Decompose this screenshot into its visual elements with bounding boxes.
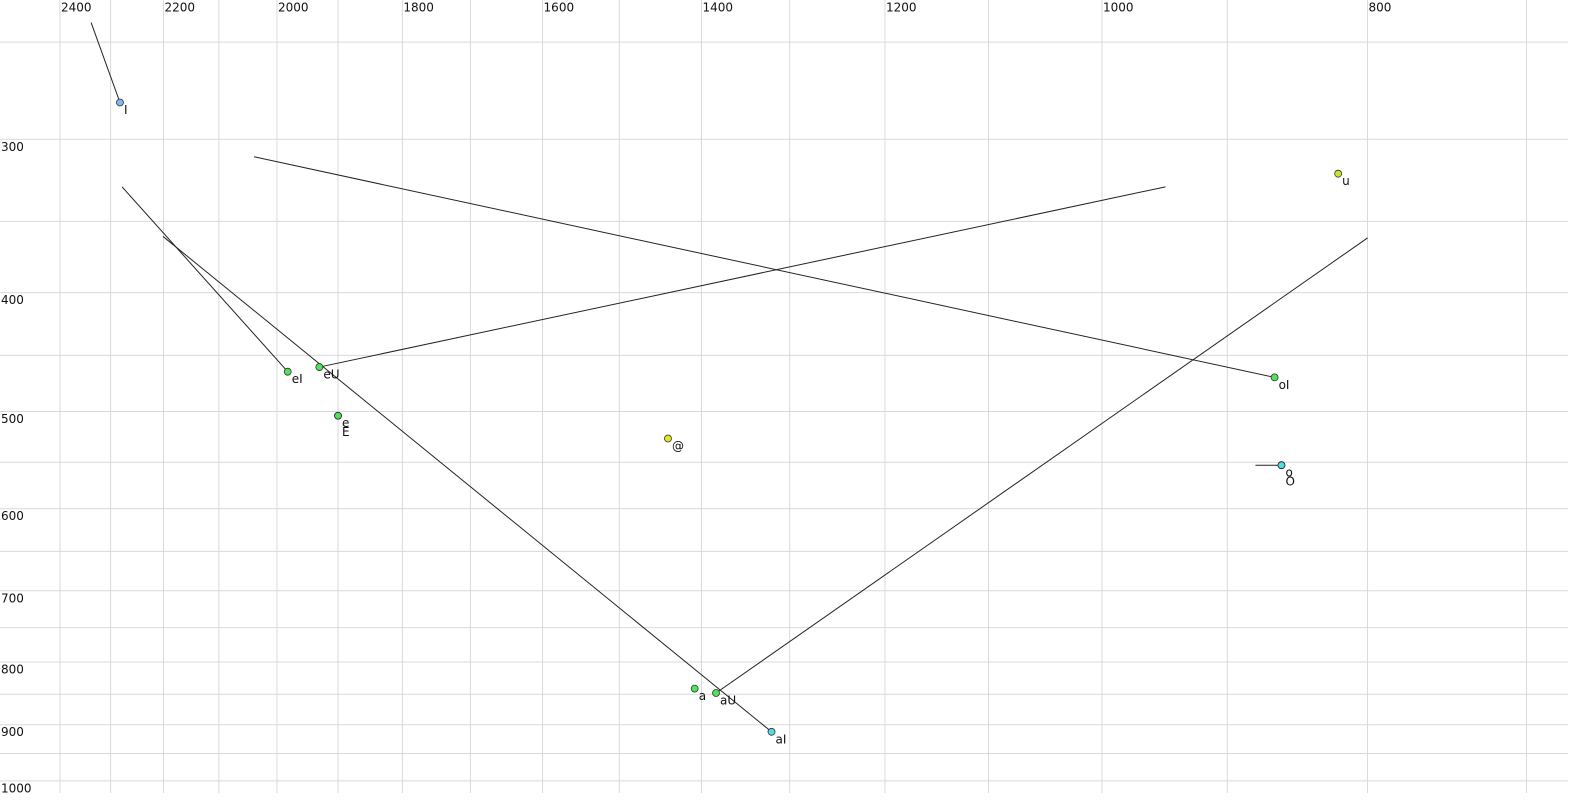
vowel-label: I bbox=[124, 103, 128, 117]
vowel-point bbox=[690, 684, 699, 693]
vowel-label: eU bbox=[323, 368, 339, 382]
x-tick-label: 2400 bbox=[61, 1, 92, 15]
vowel-label: aI bbox=[776, 732, 787, 746]
vowel-point bbox=[283, 367, 292, 376]
x-tick-label: 1200 bbox=[886, 1, 917, 15]
vowel-point bbox=[1277, 461, 1286, 470]
y-tick-label: 400 bbox=[1, 293, 24, 307]
y-tick-label: 500 bbox=[1, 412, 24, 426]
vowel-label: E bbox=[342, 425, 350, 439]
vowel-point bbox=[712, 689, 720, 697]
vowel-label: e bbox=[342, 416, 349, 430]
vowel-label: o bbox=[1285, 466, 1292, 480]
y-tick-label: 1000 bbox=[1, 781, 32, 795]
x-tick-label: 1000 bbox=[1103, 1, 1134, 15]
x-tick-label: 1600 bbox=[544, 1, 575, 15]
vowel-label: @ bbox=[672, 439, 684, 453]
vowel-point bbox=[1270, 373, 1279, 382]
vowel-label: O bbox=[1285, 475, 1294, 489]
vowel-label: a bbox=[699, 689, 706, 703]
trajectory bbox=[715, 237, 1368, 694]
trajectory bbox=[253, 156, 1275, 378]
y-tick-label: 800 bbox=[1, 662, 24, 676]
vowel-point bbox=[767, 727, 776, 736]
trajectory bbox=[319, 186, 1166, 368]
x-tick-label: 1800 bbox=[403, 1, 434, 15]
vowel-label: aU bbox=[720, 694, 736, 708]
x-tick-label: 1400 bbox=[702, 1, 733, 15]
vowel-label: u bbox=[1342, 174, 1350, 188]
x-tick-label: 800 bbox=[1369, 1, 1392, 15]
vowel-point bbox=[334, 411, 342, 420]
trajectory bbox=[162, 236, 772, 733]
vowel-point bbox=[116, 98, 124, 107]
trajectory bbox=[121, 186, 289, 373]
vowel-label: eI bbox=[292, 372, 303, 386]
y-tick-label: 700 bbox=[1, 591, 24, 605]
vowel-label: oI bbox=[1279, 378, 1290, 392]
y-tick-label: 900 bbox=[1, 725, 24, 739]
vowel-point bbox=[1334, 169, 1343, 178]
x-tick-label: 2000 bbox=[278, 1, 309, 15]
vowel-point bbox=[315, 363, 324, 371]
x-tick-label: 2200 bbox=[165, 1, 196, 15]
y-tick-label: 600 bbox=[1, 509, 24, 523]
vowel-point bbox=[664, 434, 672, 443]
y-tick-label: 300 bbox=[1, 140, 24, 154]
trajectory bbox=[90, 22, 121, 103]
